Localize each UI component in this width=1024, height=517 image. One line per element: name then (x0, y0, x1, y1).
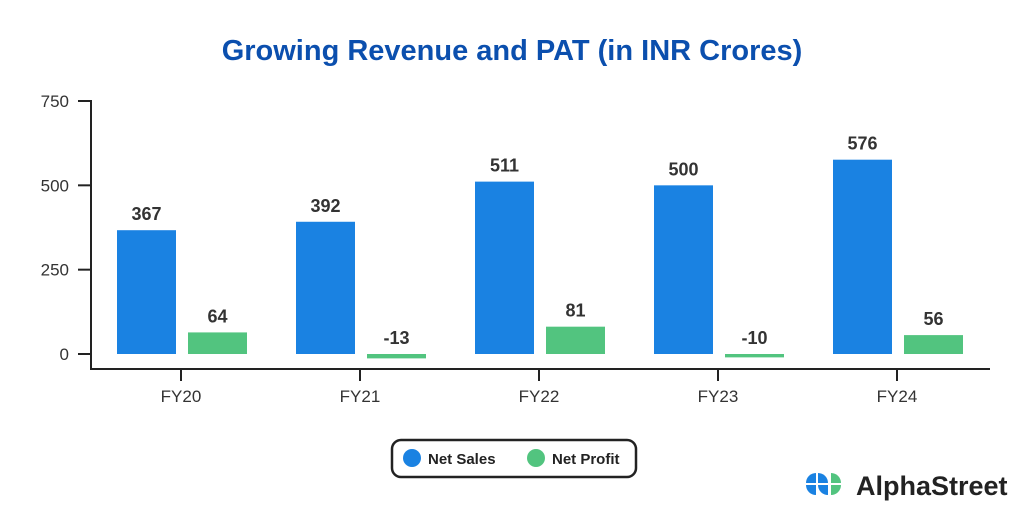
legend-label-net-sales: Net Sales (428, 451, 496, 468)
bar-net-profit (904, 335, 963, 354)
legend-box (390, 438, 638, 479)
chart-title: Growing Revenue and PAT (in INR Crores) (222, 35, 803, 67)
axes: 0 250 500 750 FY20 FY21 FY22 FY23 FY24 (41, 92, 990, 406)
bar-net-sales (833, 159, 892, 354)
y-tick-label: 750 (41, 92, 69, 111)
data-label: 392 (310, 196, 340, 216)
bar-net-profit (546, 326, 605, 354)
legend: Net Sales Net Profit (390, 438, 638, 479)
data-label: 56 (923, 309, 943, 329)
data-label: 81 (565, 301, 585, 321)
x-tick-label: FY22 (519, 387, 560, 406)
data-label: 576 (847, 134, 877, 154)
logo-text: AlphaStreet (856, 471, 1008, 501)
x-tick-label: FY21 (340, 387, 381, 406)
legend-swatch-net-profit (527, 449, 545, 467)
logo-mark-icon (806, 473, 841, 495)
bar-net-profit (367, 354, 426, 359)
y-tick-label: 0 (60, 345, 69, 364)
legend-swatch-net-sales (403, 449, 421, 467)
legend-label-net-profit: Net Profit (552, 451, 620, 468)
x-tick-label: FY23 (698, 387, 739, 406)
bar-net-profit (188, 332, 247, 354)
data-label: -10 (741, 328, 767, 348)
bars: 367 64 392 -13 511 81 500 -10 576 56 (117, 134, 963, 359)
bar-net-sales (296, 221, 355, 354)
alphastreet-logo: AlphaStreet (806, 471, 1008, 501)
bar-net-sales (654, 185, 713, 354)
y-tick-label: 250 (41, 261, 69, 280)
data-label: -13 (383, 328, 409, 348)
x-tick-label: FY20 (161, 387, 202, 406)
y-tick-label: 500 (41, 176, 69, 195)
data-label: 500 (668, 159, 698, 179)
data-label: 511 (490, 156, 519, 176)
bar-net-sales (117, 230, 176, 354)
x-tick-label: FY24 (877, 387, 918, 406)
data-label: 367 (131, 204, 161, 224)
bar-net-profit (725, 354, 784, 358)
bar-net-sales (475, 181, 534, 354)
data-label: 64 (207, 306, 227, 326)
